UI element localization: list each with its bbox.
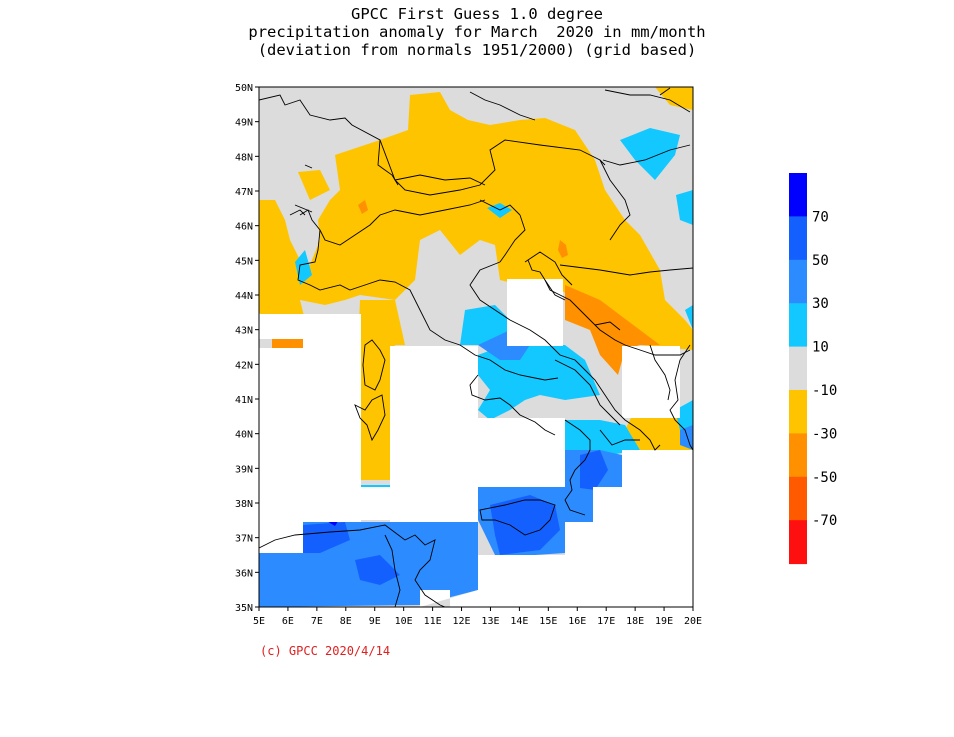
- lon-tick-label: 15E: [539, 616, 557, 627]
- lat-tick-label: 40N: [235, 430, 253, 441]
- lat-tick-label: 44N: [235, 291, 253, 302]
- lat-tick-label: 46N: [235, 222, 253, 233]
- copyright-note: (c) GPCC 2020/4/14: [260, 644, 391, 658]
- latitude-axis: 35N 36N 37N 38N 39N 40N 41N 42N 43N 44N 45N 46N 47N 4…: [235, 83, 259, 614]
- colorbar-segment: [789, 520, 807, 565]
- lat-tick-label: 49N: [235, 118, 253, 129]
- colorbar-label: -70: [812, 513, 837, 529]
- colorbar-segment: [789, 390, 807, 434]
- lat-tick-label: 42N: [235, 360, 253, 371]
- lon-tick-label: 6E: [282, 616, 294, 627]
- colorbar-label: -50: [812, 470, 837, 486]
- colorbar-segment: [789, 433, 807, 478]
- colorbar-segment: [789, 303, 807, 348]
- map-title-line-3: (deviation from normals 1951/2000) (grid…: [257, 41, 697, 59]
- lat-tick-label: 35N: [235, 603, 253, 614]
- colorbar-label: 10: [812, 340, 829, 356]
- lat-tick-label: 37N: [235, 534, 253, 545]
- colorbar-label: -10: [812, 383, 837, 399]
- lon-tick-label: 19E: [655, 616, 673, 627]
- strong-dry-anomaly-areas: [272, 200, 660, 375]
- lon-tick-label: 13E: [481, 616, 499, 627]
- map-title-line-1: GPCC First Guess 1.0 degree: [351, 5, 603, 23]
- lat-tick-label: 38N: [235, 499, 253, 510]
- lon-tick-label: 8E: [340, 616, 352, 627]
- lat-tick-label: 41N: [235, 395, 253, 406]
- coastlines-and-borders: [259, 87, 693, 607]
- longitude-axis: 5E 6E 7E 8E 9E 10E 11E 12E 13E 14E 15E 16E 17E 18E 19E…: [253, 607, 702, 627]
- lat-tick-label: 43N: [235, 326, 253, 337]
- lon-tick-label: 5E: [253, 616, 265, 627]
- map-field: [259, 87, 693, 607]
- lon-tick-label: 9E: [369, 616, 381, 627]
- lat-tick-label: 47N: [235, 187, 253, 198]
- colorbar-segment: [789, 173, 807, 217]
- strong-wet-areas: [303, 450, 608, 585]
- colorbar-label: -30: [812, 426, 837, 442]
- colorbar-segment: [789, 216, 807, 261]
- lat-tick-label: 50N: [235, 83, 253, 94]
- map-frame: [258, 86, 694, 608]
- lon-tick-label: 11E: [424, 616, 442, 627]
- colorbar-label: 30: [812, 296, 829, 312]
- lon-tick-label: 14E: [510, 616, 528, 627]
- colorbar-segment: [789, 259, 807, 304]
- lon-tick-label: 17E: [597, 616, 615, 627]
- colorbar-label: 50: [812, 253, 829, 269]
- lat-tick-label: 45N: [235, 256, 253, 267]
- colorbar-segment: [789, 346, 807, 391]
- colorbar-segment: [789, 476, 807, 521]
- missing-data-cells: [259, 279, 693, 607]
- colorbar-legend: 70 50 30 10 -10 -30 -50 -70: [789, 173, 837, 565]
- lon-tick-label: 12E: [453, 616, 471, 627]
- lat-tick-label: 36N: [235, 568, 253, 579]
- lon-tick-label: 7E: [311, 616, 323, 627]
- lon-tick-label: 16E: [568, 616, 586, 627]
- lon-tick-label: 18E: [626, 616, 644, 627]
- lat-tick-label: 48N: [235, 152, 253, 163]
- lon-tick-label: 20E: [684, 616, 702, 627]
- map-title-line-2: precipitation anomaly for March 2020 in …: [248, 23, 706, 41]
- lon-tick-label: 10E: [395, 616, 413, 627]
- colorbar-label: 70: [812, 209, 829, 225]
- lat-tick-label: 39N: [235, 464, 253, 475]
